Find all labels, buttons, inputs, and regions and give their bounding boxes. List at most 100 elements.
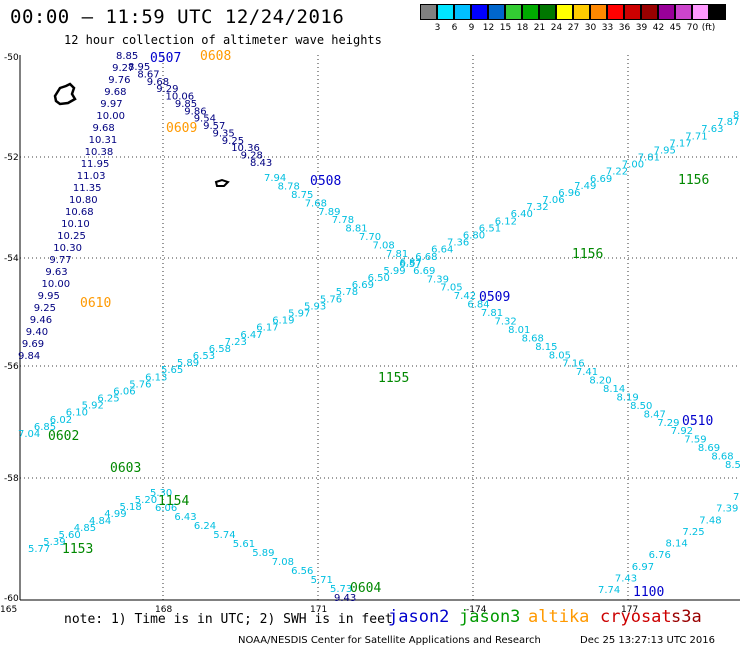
swh-value: 7.81	[481, 308, 503, 319]
pass-id-label: 0610	[80, 296, 111, 311]
swh-value: 8.15	[535, 342, 557, 353]
islands	[53, 82, 230, 187]
swh-value: 7.16	[562, 359, 584, 370]
swh-value: 6.87	[400, 257, 422, 268]
swh-value: 6.51	[479, 223, 501, 234]
swh-value: 7.22	[606, 167, 628, 178]
legend-label: 3	[434, 23, 441, 33]
swh-value: 6.97	[632, 562, 654, 573]
swh-value: 10.00	[42, 279, 71, 290]
swh-value: 7.94	[264, 173, 286, 184]
legend-swatch	[505, 4, 522, 20]
swh-value: 5.76	[129, 379, 151, 390]
swh-value: 6.06	[113, 387, 135, 398]
swh-value: 6.85	[34, 422, 56, 433]
legend-swatch	[556, 4, 573, 20]
swh-value: 9.54	[194, 114, 216, 125]
swh-value: 6.12	[495, 216, 517, 227]
legend-label: 6	[451, 23, 458, 33]
legend-label: 9	[468, 23, 475, 33]
legend-label: 30	[584, 23, 597, 33]
lon-label: 165	[0, 605, 17, 615]
pass-id-label: 1100	[633, 585, 664, 600]
swh-value: 5.71	[311, 575, 333, 586]
swh-value: 9.27	[112, 63, 134, 74]
lat-label: -56	[4, 362, 19, 372]
swh-value: 8.14	[603, 384, 625, 395]
swh-value: 9.63	[45, 267, 67, 278]
swh-value: 6.68	[415, 252, 437, 263]
swh-value: 5.77	[28, 544, 50, 555]
legend-swatch	[692, 4, 709, 20]
legend-swatch	[437, 4, 454, 20]
swh-value: 8.68	[711, 452, 733, 463]
swh-value: 9.68	[147, 77, 169, 88]
lon-label: -174	[466, 605, 487, 615]
lat-label: -52	[4, 153, 19, 163]
swh-value: 7.95	[654, 145, 676, 156]
legend-swatch	[709, 4, 726, 20]
swh-value: 6.25	[97, 394, 119, 405]
swh-value: 6.17	[256, 323, 278, 334]
island-shape	[53, 82, 77, 106]
swh-value: 9.57	[203, 121, 225, 132]
credit-text: NOAA/NESDIS Center for Satellite Applica…	[238, 635, 541, 646]
legend-label: 12	[482, 23, 495, 33]
swh-value: 10.38	[85, 147, 114, 158]
swh-value: 6.02	[50, 415, 72, 426]
swh-value: 9.77	[49, 255, 71, 266]
swh-value: 9.85	[175, 99, 197, 110]
swh-value: 6.06	[155, 503, 177, 514]
map-subtitle: 12 hour collection of altimeter wave hei…	[64, 33, 382, 47]
swh-value: 7.17	[669, 138, 691, 149]
map-frame	[19, 55, 740, 601]
swh-value: 9.28	[241, 151, 263, 162]
swh-value: 6.69	[352, 280, 374, 291]
swh-value: 7	[733, 492, 739, 503]
swh-value: 6.64	[431, 245, 453, 256]
swh-value: 5.93	[304, 301, 326, 312]
swh-value: 8.78	[278, 181, 300, 192]
swh-value: 7.49	[574, 181, 596, 192]
swh-value: 9.68	[104, 87, 126, 98]
lat-lon-grid	[20, 55, 740, 600]
swh-value: 6.10	[66, 408, 88, 419]
swh-value: 6.13	[145, 372, 167, 383]
legend-label: 24	[550, 23, 563, 33]
swh-value: 7.89	[318, 207, 340, 218]
lat-label: -50	[4, 53, 19, 63]
lat-label: -58	[4, 474, 19, 484]
swh-value: 5.76	[320, 294, 342, 305]
legend-label: 18	[516, 23, 529, 33]
legend-label: (ft)	[701, 23, 716, 33]
swh-value: 10.80	[69, 195, 98, 206]
legend-swatch	[539, 4, 556, 20]
pass-id-label: 0507	[150, 51, 181, 66]
swh-value: 7.87	[717, 117, 739, 128]
legend-swatch	[471, 4, 488, 20]
swh-value: 9.43	[334, 593, 356, 604]
swh-value: 10.06	[166, 92, 195, 103]
sat-cryosat: cryosat	[600, 607, 672, 627]
swh-value: 6.69	[413, 266, 435, 277]
swh-value: 8.50	[630, 401, 652, 412]
lat-label: -54	[4, 254, 19, 264]
legend-label: 42	[652, 23, 665, 33]
swh-value: 5.74	[213, 530, 235, 541]
swh-value: 4.99	[104, 509, 126, 520]
swh-value: 7.63	[701, 124, 723, 135]
pass-id-label: 0508	[310, 174, 341, 189]
pass-id-label: 0608	[200, 49, 231, 64]
swh-value: 8.2	[733, 110, 740, 121]
sat-jason2: jason2	[388, 607, 450, 627]
swh-value: 7.42	[454, 291, 476, 302]
swh-value: 6.58	[209, 344, 231, 355]
legend-swatch	[488, 4, 505, 20]
swh-value: 8.75	[291, 190, 313, 201]
swh-value: 10.68	[65, 207, 94, 218]
swh-value: 10.25	[57, 231, 86, 242]
swh-value: 6.80	[463, 231, 485, 242]
swh-value: 5.60	[59, 530, 81, 541]
swh-value: 5.92	[82, 401, 104, 412]
